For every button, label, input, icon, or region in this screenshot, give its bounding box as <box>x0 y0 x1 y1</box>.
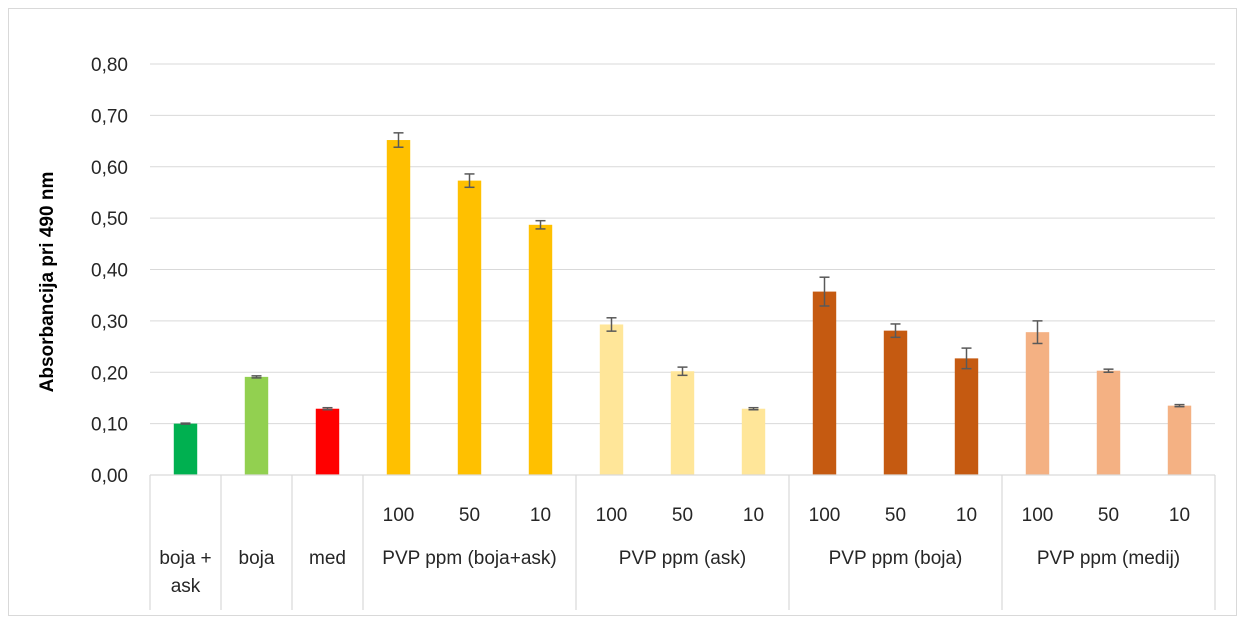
group-label: ask <box>171 576 201 597</box>
x-tick-label: 100 <box>809 505 841 526</box>
bar <box>812 291 837 475</box>
x-tick-label: 50 <box>885 505 906 526</box>
y-axis-label: Absorbancija pri 490 nm <box>37 172 58 393</box>
x-tick-label: 100 <box>596 505 628 526</box>
x-tick-label: 50 <box>459 505 480 526</box>
bar <box>315 408 340 475</box>
group-label: PVP ppm (boja) <box>829 548 963 569</box>
bar <box>173 423 198 475</box>
x-tick-label: 10 <box>1169 505 1190 526</box>
group-label: boja + <box>159 548 211 569</box>
group-label: boja <box>239 548 275 569</box>
group-label: PVP ppm (boja+ask) <box>382 548 556 569</box>
y-tick-label: 0,20 <box>91 363 128 384</box>
y-tick-label: 0,80 <box>91 55 128 76</box>
bar <box>244 376 269 475</box>
group-label: PVP ppm (medij) <box>1037 548 1180 569</box>
bar <box>883 330 908 475</box>
y-tick-label: 0,60 <box>91 158 128 179</box>
x-tick-label: 100 <box>383 505 415 526</box>
y-tick-label: 0,70 <box>91 106 128 127</box>
bar <box>599 324 624 475</box>
bar <box>741 408 766 475</box>
x-axis-category-labels: 100 50 10 100 50 10 100 50 10 100 50 10 boja + ask boj… <box>159 505 1190 597</box>
x-tick-label: 10 <box>956 505 977 526</box>
x-tick-label: 10 <box>530 505 551 526</box>
bar <box>1167 405 1192 475</box>
group-label: med <box>309 548 346 569</box>
y-axis-tick-labels: 0,00 0,10 0,20 0,30 0,40 0,50 0,60 0,70 0,80 <box>91 55 128 487</box>
bar <box>670 371 695 475</box>
error-bars <box>180 132 1185 425</box>
bar <box>1096 370 1121 475</box>
chart-frame <box>8 8 1237 616</box>
x-tick-label: 100 <box>1022 505 1054 526</box>
y-tick-label: 0,40 <box>91 261 128 282</box>
x-axis <box>149 474 1216 610</box>
bar <box>457 180 482 475</box>
x-tick-label: 10 <box>743 505 764 526</box>
bar <box>386 140 411 475</box>
y-tick-label: 0,30 <box>91 312 128 333</box>
bar <box>528 224 553 475</box>
bars <box>173 140 1192 475</box>
bar <box>954 358 979 475</box>
x-tick-label: 50 <box>672 505 693 526</box>
x-tick-label: 50 <box>1098 505 1119 526</box>
y-tick-label: 0,50 <box>91 209 128 230</box>
y-tick-label: 0,00 <box>91 466 128 487</box>
bar <box>1025 332 1050 475</box>
group-label: PVP ppm (ask) <box>619 548 746 569</box>
y-tick-label: 0,10 <box>91 415 128 436</box>
